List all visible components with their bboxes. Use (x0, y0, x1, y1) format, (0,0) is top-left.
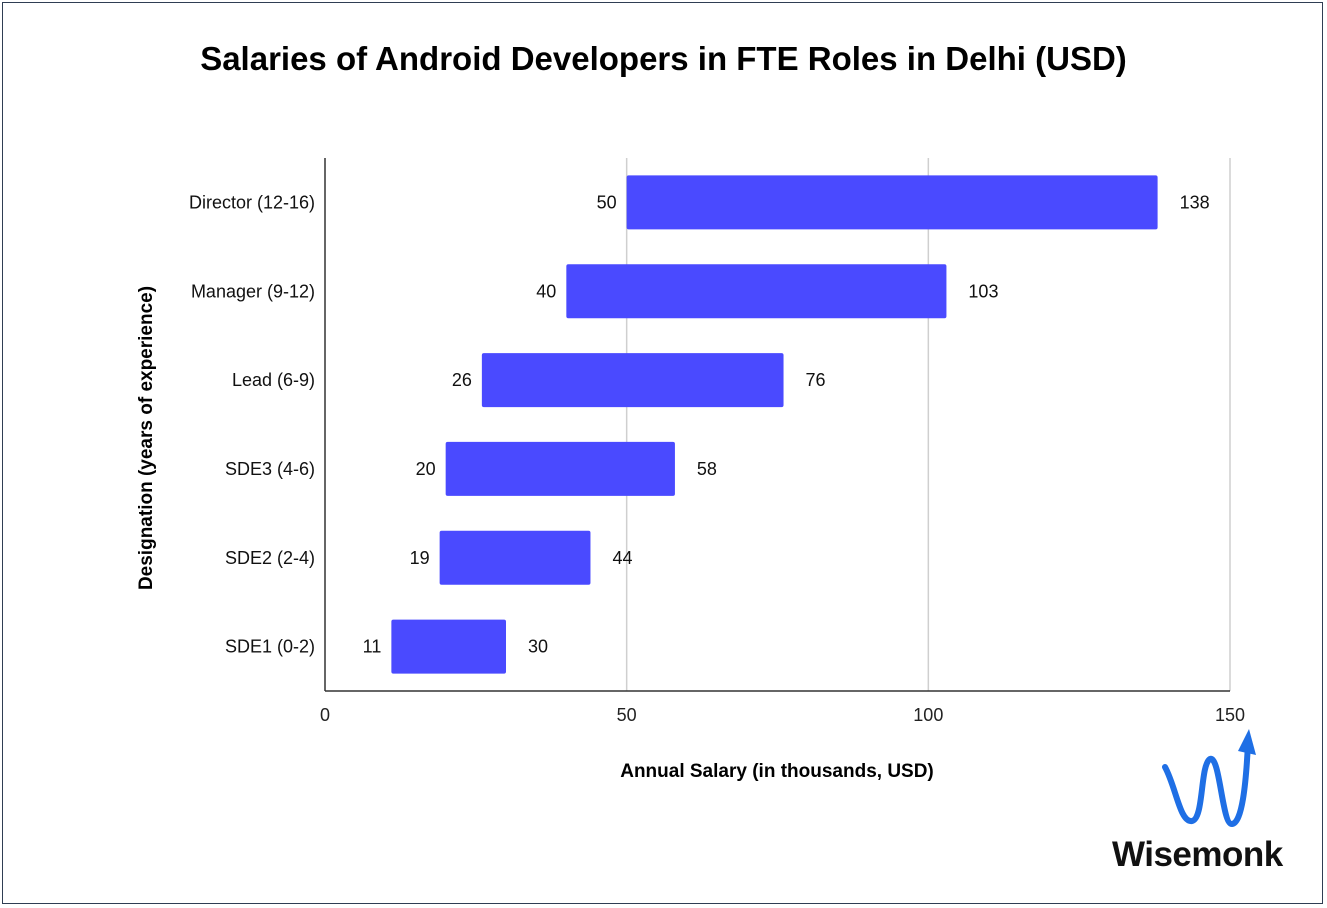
wave-arrow-icon (1162, 729, 1256, 828)
bar-max-label: 103 (968, 281, 998, 301)
bar-1 (626, 175, 1158, 230)
category-labels: Director (12-16) Manager (9-12) Lead (6-9)… (189, 192, 315, 656)
data-labels: 50 138 40 103 26 76 20 58 19 44 11 30 (363, 192, 1210, 656)
bar-max-label: 44 (612, 548, 632, 568)
bar-max-label: 76 (806, 370, 826, 390)
bar-min-label: 19 (410, 548, 430, 568)
category-label: Manager (9-12) (191, 281, 315, 301)
category-label: SDE3 (4-6) (225, 459, 315, 479)
bar-max-label: 138 (1180, 192, 1210, 212)
x-tick-label: 150 (1215, 705, 1245, 725)
x-tick-label: 50 (617, 705, 637, 725)
gridlines (625, 158, 1231, 691)
bar-3 (481, 353, 784, 408)
bar-min-label: 40 (536, 281, 556, 301)
bar-max-label: 30 (528, 637, 548, 657)
y-axis-label: Designation (years of experience) (136, 286, 157, 590)
bar-min-label: 50 (597, 192, 617, 212)
bar-max-label: 58 (697, 459, 717, 479)
category-label: SDE1 (0-2) (225, 637, 315, 657)
x-axis-label: Annual Salary (in thousands, USD) (620, 761, 934, 782)
category-label: Lead (6-9) (232, 370, 315, 390)
bar-6 (391, 619, 506, 674)
category-label: Director (12-16) (189, 192, 315, 212)
bar-4 (445, 441, 675, 496)
bar-min-label: 11 (363, 637, 382, 657)
category-label: SDE2 (2-4) (225, 548, 315, 568)
bar-min-label: 26 (452, 370, 472, 390)
bar-min-label: 20 (416, 459, 436, 479)
x-tick-label: 0 (320, 705, 330, 725)
bar-2 (566, 264, 947, 319)
bar-5 (439, 530, 591, 585)
bars (391, 175, 1158, 674)
x-tick-labels: 0 50 100 150 (320, 705, 1245, 725)
chart-title: Salaries of Android Developers in FTE Ro… (200, 40, 1127, 77)
brand-name: Wisemonk (1112, 835, 1283, 874)
x-tick-label: 100 (913, 705, 943, 725)
